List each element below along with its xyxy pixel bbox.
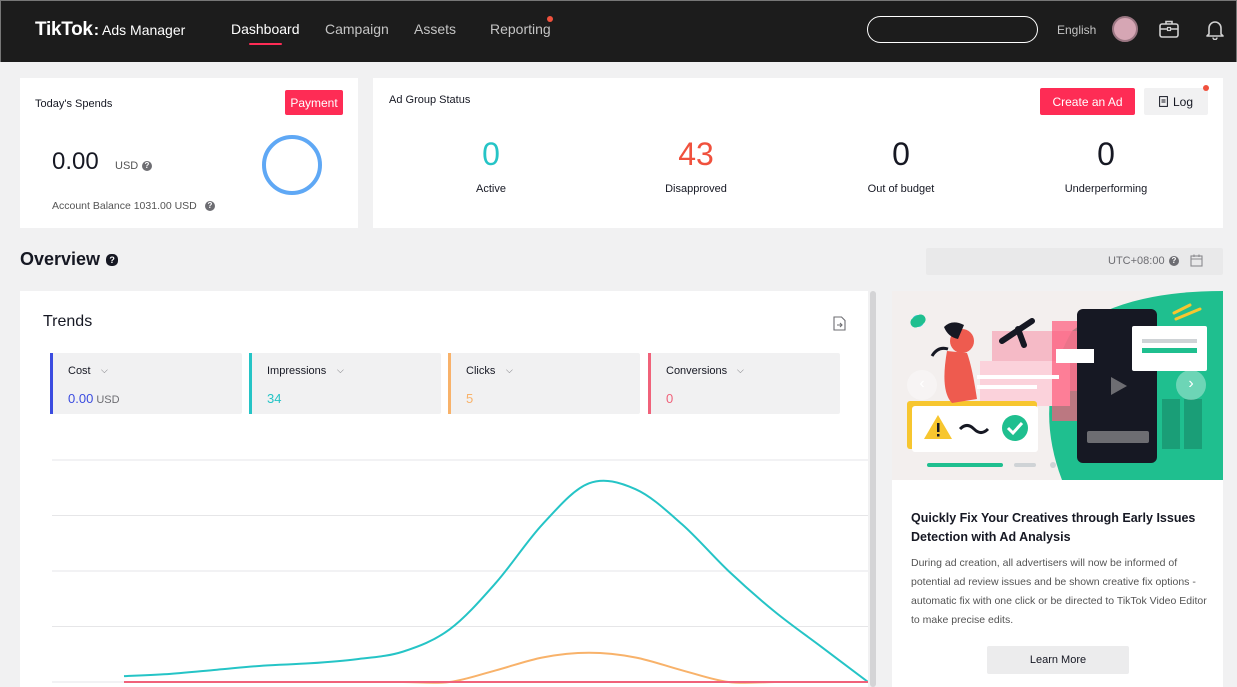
overview-heading: Overview ? [20,249,119,270]
ad-group-status-title: Ad Group Status [389,94,471,106]
language-selector[interactable]: English [1057,23,1097,37]
trends-line-chart [52,459,868,684]
metric-conversions-value: 0 [666,391,674,406]
metric-impressions[interactable]: Impressions ⌵ 34 [249,353,441,414]
stat-disapproved-label: Disapproved [665,183,727,195]
create-ad-button[interactable]: Create an Ad [1040,88,1135,115]
nav-campaign[interactable]: Campaign [325,21,389,37]
spend-ring-chart [262,135,322,195]
logo-sub: Ads Manager [102,22,186,38]
stat-underperforming-value[interactable]: 0 [1097,136,1115,172]
metric-clicks-value: 5 [466,391,474,406]
logo-main: TikTok [35,19,93,40]
metric-conversions-bar [648,353,651,414]
metric-conversions[interactable]: Conversions ⌵ 0 [648,353,840,414]
carousel-prev-icon[interactable]: ‹ [907,370,937,400]
metric-conversions-name: Conversions [666,365,728,377]
stat-out-of-budget-label: Out of budget [867,183,935,195]
account-balance: Account Balance 1031.00 USD [52,200,197,212]
metric-impressions-value: 34 [267,391,282,406]
stat-active-label: Active [476,183,506,195]
series-line-0 [123,479,868,683]
trends-scrollbar[interactable] [870,291,876,687]
metric-impressions-bar [249,353,252,414]
timezone-label: UTC+08:00 [1108,255,1165,267]
metric-cost-value: 0.00 [68,391,94,406]
chart-series [123,479,868,684]
metric-cost-bar [50,353,53,414]
balance-help-icon[interactable]: ? [205,201,215,211]
stat-out-of-budget-value[interactable]: 0 [892,136,910,172]
metric-clicks[interactable]: Clicks ⌵ 5 [448,353,640,414]
chevron-down-icon[interactable]: ⌵ [506,365,513,375]
nav-reporting[interactable]: Reporting [490,21,551,37]
carousel-next-icon[interactable]: › [1176,370,1206,400]
log-label: Log [1172,94,1194,109]
payment-button[interactable]: Payment [285,90,343,115]
spends-title: Today's Spends [35,98,113,110]
metric-cost-unit: USD [96,394,120,406]
document-icon [1159,96,1168,107]
promo-title: Quickly Fix Your Creatives through Early… [911,511,1196,544]
log-notification-dot [1203,85,1209,91]
avatar[interactable] [1112,16,1138,42]
reporting-notification-dot [547,16,553,22]
spend-help-icon[interactable]: ? [142,161,152,171]
chart-gridlines [52,459,868,683]
spend-amount: 0.00 [52,148,99,175]
trends-title: Trends [43,313,93,330]
overview-help-icon[interactable]: ? [106,253,119,266]
chevron-down-icon[interactable]: ⌵ [337,365,344,375]
logo-separator: : [93,22,100,39]
metric-clicks-name: Clicks [466,365,496,377]
nav-dashboard[interactable]: Dashboard [231,21,300,45]
export-icon[interactable] [833,316,846,331]
stat-underperforming-label: Underperforming [1064,183,1148,195]
chevron-down-icon[interactable]: ⌵ [737,365,744,375]
promo-banner-illustration [892,291,1223,480]
tiktok-ads-logo[interactable]: TikTok : Ads Manager [35,19,185,41]
nav-assets[interactable]: Assets [414,21,457,37]
briefcase-icon[interactable] [1158,18,1180,40]
overview-title: Overview [20,249,101,269]
metric-cost-name: Cost [68,365,91,377]
learn-more-button[interactable]: Learn More [987,646,1129,674]
metric-impressions-name: Impressions [267,365,327,377]
search-input[interactable] [867,16,1038,43]
promo-body: During ad creation, all advertisers will… [911,557,1207,626]
stat-disapproved-value[interactable]: 43 [678,136,714,172]
metric-cost-value-wrap: 0.00 USD [68,391,120,406]
bell-icon[interactable] [1204,18,1226,40]
spend-currency: USD [115,160,139,172]
log-button[interactable]: Log [1144,88,1208,115]
metric-cost[interactable]: Cost ⌵ 0.00 USD [50,353,242,414]
top-nav: TikTok : Ads Manager Dashboard Campaign … [0,0,1237,62]
metric-clicks-bar [448,353,451,414]
calendar-icon[interactable] [1190,254,1203,267]
stat-active-value[interactable]: 0 [482,136,500,172]
timezone-help-icon[interactable]: ? [1169,256,1179,266]
date-range-picker[interactable]: UTC+08:00 ? [926,248,1223,275]
chevron-down-icon[interactable]: ⌵ [101,365,108,375]
